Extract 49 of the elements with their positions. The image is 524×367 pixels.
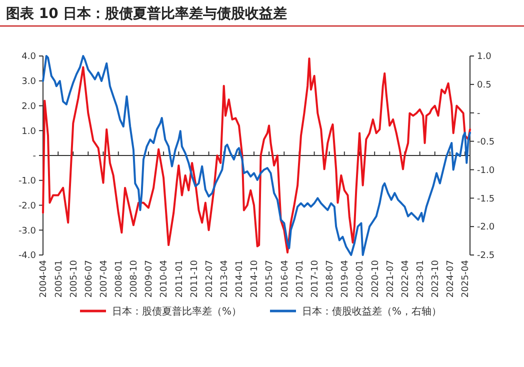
- y-tick-label: -4.0: [18, 251, 36, 262]
- y2-tick-label: 1.0: [477, 52, 492, 62]
- x-tick-label: 2018-07: [325, 260, 336, 298]
- x-tick-label: 2010-04: [160, 260, 170, 298]
- x-tick-label: 2011-10: [190, 260, 200, 298]
- x-tick-label: 2004-04: [39, 260, 50, 298]
- x-tick-label: 2005-01: [54, 260, 64, 298]
- chart-title: 图表 10 日本：股债夏普比率差与债股收益差: [6, 5, 288, 22]
- y-tick-label: 4.0: [22, 52, 36, 62]
- x-tick-label: 2016-04: [280, 260, 290, 298]
- x-tick-label: 2023-01: [416, 260, 426, 298]
- x-tick-label: 2024-07: [446, 260, 456, 298]
- x-tick-label: 2008-01: [114, 260, 125, 298]
- x-tick-label: 2007-04: [99, 260, 110, 298]
- x-tick-label: 2019-04: [340, 260, 351, 298]
- y2-tick-label: -2.5: [477, 251, 495, 262]
- y-tick-label: -3.0: [18, 226, 36, 236]
- x-tick-label: 2017-10: [310, 260, 320, 298]
- x-tick-label: 2014-01: [235, 260, 246, 298]
- x-tick-label: 2020-10: [370, 260, 381, 298]
- x-tick-label: 2023-10: [430, 260, 441, 298]
- x-tick-label: 2025-04: [461, 260, 472, 298]
- y-tick-label: 2.0: [22, 102, 36, 112]
- x-tick-label: 2011-01: [174, 260, 185, 298]
- y2-tick-label: 0.5: [477, 80, 492, 91]
- y2-tick-label: -1.5: [477, 194, 495, 204]
- y2-tick-label: -0.5: [477, 137, 495, 148]
- y-tick-label: -1.0: [18, 176, 36, 187]
- legend-label: 日本：股债夏普比率差（%）: [112, 306, 242, 318]
- x-tick-label: 2017-01: [295, 260, 306, 298]
- x-tick-label: 2005-10: [69, 260, 80, 298]
- x-tick-label: 2015-07: [265, 260, 276, 298]
- x-tick-label: 2020-01: [356, 260, 366, 298]
- x-tick-label: 2008-10: [130, 260, 140, 298]
- x-tick-label: 2009-07: [144, 260, 155, 298]
- y-tick-label: 1.0: [22, 126, 36, 137]
- y-tick-label: 3.0: [22, 77, 36, 88]
- y-tick-label: -: [32, 152, 36, 162]
- y2-tick-label: -: [477, 109, 480, 120]
- x-tick-label: 2022-04: [400, 260, 411, 298]
- x-tick-label: 2013-04: [220, 260, 230, 298]
- x-tick-label: 2014-10: [250, 260, 260, 298]
- y2-tick-label: -1.0: [477, 166, 495, 176]
- y-tick-label: -2.0: [18, 201, 36, 212]
- x-tick-label: 2021-07: [386, 260, 396, 298]
- legend-label: 日本：债股收益差（%，右轴）: [302, 306, 442, 318]
- x-tick-label: 2012-07: [204, 260, 215, 298]
- x-tick-label: 2006-07: [84, 260, 94, 298]
- y2-tick-label: -2.0: [477, 222, 495, 233]
